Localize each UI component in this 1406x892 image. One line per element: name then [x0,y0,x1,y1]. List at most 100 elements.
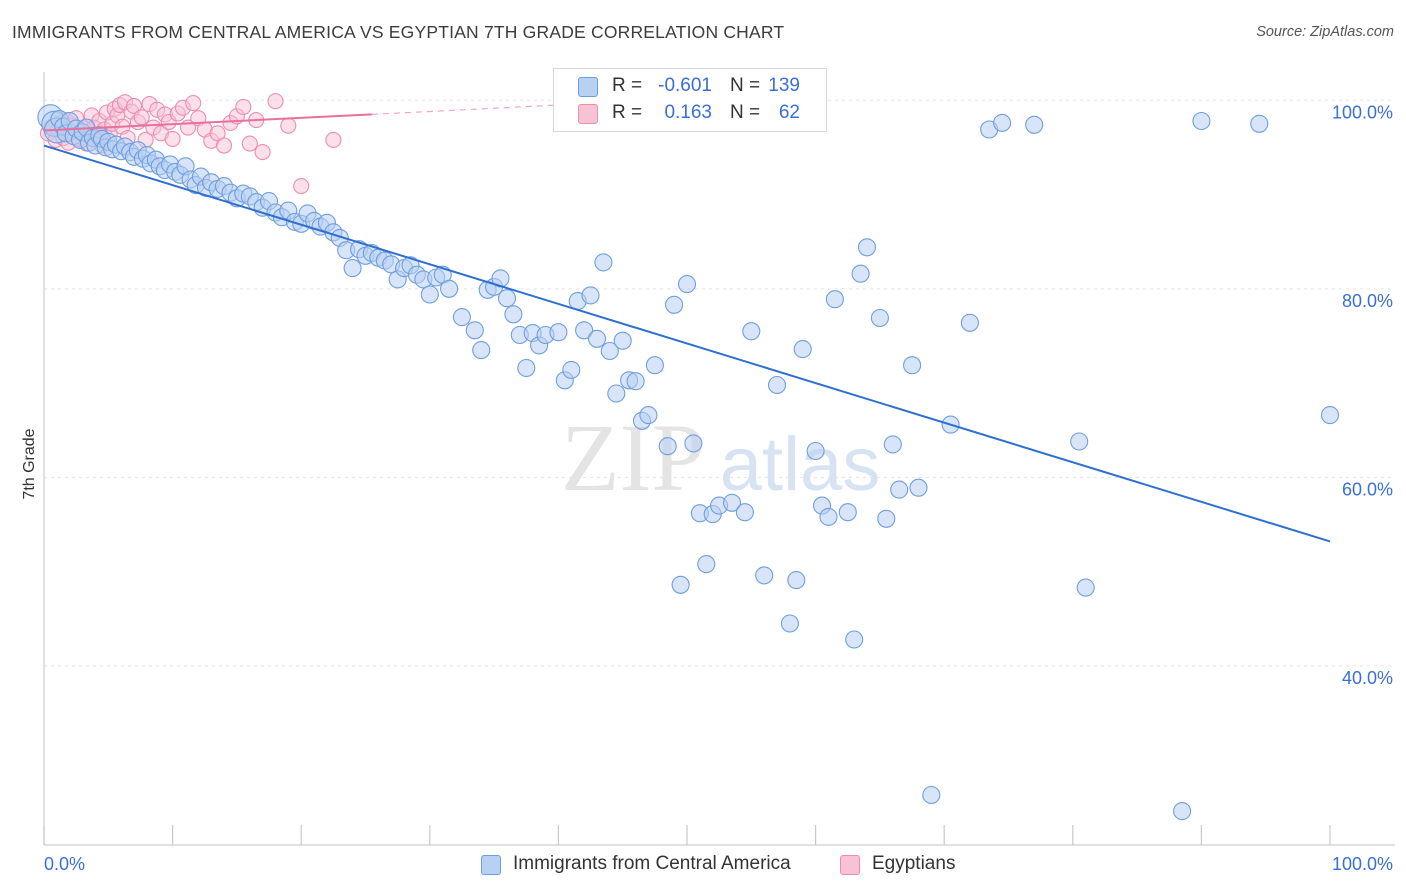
point-central-america [440,279,459,298]
tick-labels: 40.0% 60.0% 80.0% 100.0% 0.0% 100.0% [44,102,1393,874]
watermark-atlas: atlas [720,422,881,507]
point-central-america [497,289,517,308]
point-central-america [960,313,979,332]
point-central-america [1173,802,1192,821]
point-central-america [671,575,690,594]
point-egyptians [215,137,233,154]
point-central-america [838,503,857,522]
watermark: ZIP atlas [561,404,880,511]
point-central-america [517,358,536,378]
point-central-america [780,614,799,633]
point-central-america [755,566,774,585]
point-central-america [581,286,600,305]
point-central-america [1025,115,1044,134]
y-tick-label: 40.0% [1342,668,1393,688]
gridlines [44,99,1395,667]
y-axis-title: 7th Grade [21,428,38,499]
point-central-america [1250,114,1269,133]
point-central-america [452,308,471,327]
point-central-america [793,340,812,359]
n-value: 62 [778,102,800,123]
point-central-america [851,264,870,283]
point-central-america [722,493,742,512]
n-label: N = [730,102,761,123]
point-central-america [890,480,909,499]
point-central-america [1320,406,1340,425]
point-central-america [825,290,844,309]
y-tick-label: 80.0% [1342,291,1393,311]
legend-swatch-pink [840,855,860,875]
point-egyptians [164,130,181,147]
point-egyptians [325,131,342,148]
stats-row-pink: R = 0.163 N = 62 [554,100,826,128]
point-central-america [607,384,626,403]
axes [43,72,1395,846]
point-central-america [613,331,632,350]
point-central-america [909,478,928,497]
point-central-america [883,435,902,454]
y-tick-label: 100.0% [1332,102,1393,122]
point-central-america [922,785,941,805]
point-central-america [504,305,523,324]
chart-title: IMMIGRANTS FROM CENTRAL AMERICA VS EGYPT… [12,22,785,42]
point-central-america [626,372,645,391]
point-central-america [587,329,607,348]
point-central-america [684,434,703,453]
pink-swatch [578,104,598,124]
point-central-america [877,509,896,528]
point-central-america [993,113,1012,132]
point-central-america [645,356,664,375]
r-value: -0.601 [658,75,712,96]
point-central-america [420,285,439,304]
series-legend: Immigrants from Central America Egyptian… [0,850,1406,880]
point-egyptians [185,95,202,112]
point-central-america [549,323,568,342]
chart-source: Source: ZipAtlas.com [1256,24,1394,40]
point-egyptians [133,109,150,126]
trend-line-central-america [43,144,1331,543]
n-label: N = [730,75,761,96]
point-central-america [845,630,864,649]
x-tick-label: 100.0% [1332,854,1393,874]
trend-lines [43,104,1331,543]
r-label: R = [612,75,643,96]
point-central-america [575,321,594,340]
point-central-america [677,275,697,294]
r-label: R = [612,102,643,123]
point-central-america [1076,578,1095,597]
point-central-america [600,341,619,361]
point-central-america [767,375,787,395]
legend-label: Egyptians [872,853,956,874]
point-central-america [903,356,922,375]
trend-extension-egyptians [371,104,559,116]
point-egyptians [254,144,271,161]
blue-swatch [578,77,598,97]
point-central-america [472,341,491,360]
point-central-america [1192,111,1211,131]
stats-row-blue: R = -0.601 N = 139 [554,73,826,101]
point-egyptians [280,117,297,134]
point-egyptians [235,98,252,115]
point-central-america [806,441,825,461]
point-central-america [697,555,716,574]
point-central-america [870,308,889,328]
point-egyptians [241,135,258,152]
point-central-america [735,503,754,522]
n-value: 139 [768,75,800,96]
x-tick-label: 0.0% [44,854,85,874]
point-central-america [639,406,658,425]
point-central-america [562,360,581,379]
trend-line-egyptians [43,113,372,132]
point-egyptians [267,93,284,110]
point-egyptians [293,178,310,195]
legend-swatch-blue [481,855,501,875]
point-central-america [819,507,838,526]
point-central-america [343,259,362,278]
point-central-america [658,437,677,456]
point-central-america [857,238,877,257]
point-central-america [1070,432,1089,451]
point-central-america [465,321,484,340]
point-central-america [787,571,806,590]
stats-legend: R = -0.601 N = 139 R = 0.163 N = 62 [553,68,827,132]
